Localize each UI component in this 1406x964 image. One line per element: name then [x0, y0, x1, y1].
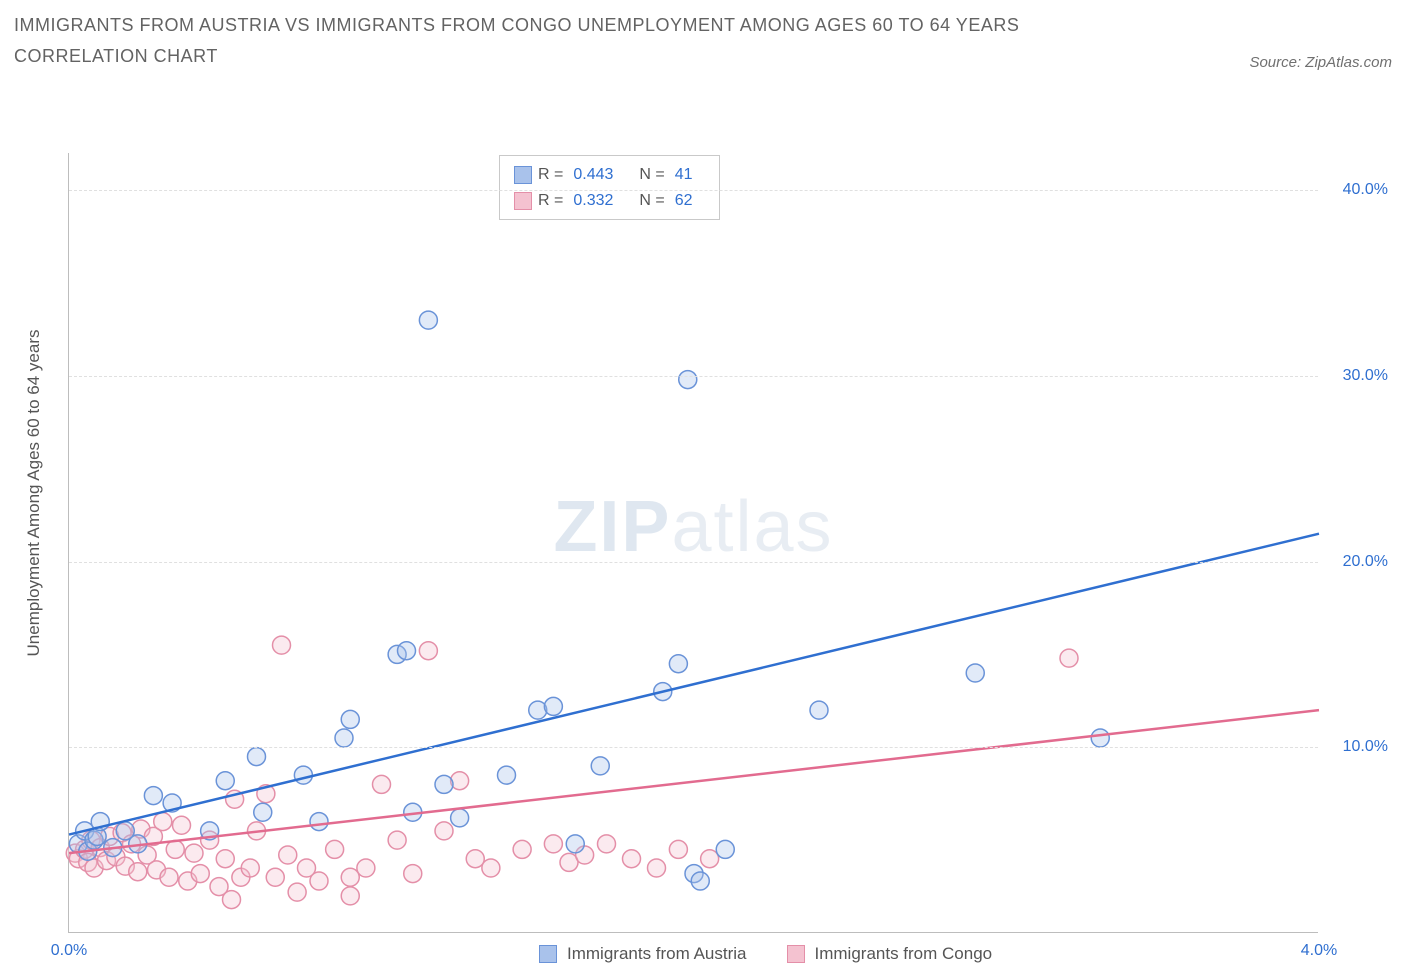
scatter-point-austria	[544, 698, 562, 716]
scatter-point-austria	[398, 642, 416, 660]
scatter-point-congo	[388, 831, 406, 849]
scatter-point-austria	[419, 311, 437, 329]
scatter-point-congo	[701, 850, 719, 868]
scatter-point-congo	[373, 776, 391, 794]
scatter-point-congo	[223, 891, 241, 909]
trend-line-austria	[69, 534, 1319, 835]
r-label: R =	[538, 162, 563, 188]
n-label: N =	[639, 162, 664, 188]
series-legend-item-congo: Immigrants from Congo	[787, 944, 993, 964]
y-tick-label: 20.0%	[1328, 553, 1388, 571]
scatter-point-congo	[241, 859, 259, 877]
y-tick-label: 40.0%	[1328, 181, 1388, 199]
scatter-point-austria	[566, 835, 584, 853]
scatter-point-congo	[669, 841, 687, 859]
n-label: N =	[639, 188, 664, 214]
scatter-point-congo	[341, 868, 359, 886]
scatter-point-congo	[466, 850, 484, 868]
stats-legend-row-congo: R = 0.332 N = 62	[514, 188, 705, 214]
scatter-point-congo	[648, 859, 666, 877]
scatter-point-austria	[966, 664, 984, 682]
scatter-point-austria	[310, 813, 328, 831]
r-label: R =	[538, 188, 563, 214]
n-value: 62	[675, 188, 705, 214]
r-value: 0.332	[573, 188, 623, 214]
y-axis-label: Unemployment Among Ages 60 to 64 years	[24, 330, 44, 657]
scatter-point-austria	[144, 787, 162, 805]
scatter-point-austria	[254, 803, 272, 821]
scatter-point-austria	[294, 766, 312, 784]
scatter-point-congo	[482, 859, 500, 877]
series-legend: Immigrants from Austria Immigrants from C…	[539, 944, 992, 964]
scatter-point-congo	[341, 887, 359, 905]
scatter-point-austria	[691, 872, 709, 890]
scatter-point-congo	[166, 841, 184, 859]
trend-line-congo	[69, 710, 1319, 853]
scatter-point-congo	[185, 844, 203, 862]
scatter-point-congo	[160, 868, 178, 886]
scatter-point-austria	[669, 655, 687, 673]
scatter-point-congo	[279, 846, 297, 864]
scatter-point-congo	[419, 642, 437, 660]
scatter-point-austria	[591, 757, 609, 775]
scatter-point-congo	[191, 865, 209, 883]
scatter-point-austria	[248, 748, 266, 766]
scatter-point-congo	[129, 863, 147, 881]
scatter-point-congo	[623, 850, 641, 868]
header: IMMIGRANTS FROM AUSTRIA VS IMMIGRANTS FR…	[14, 10, 1392, 71]
y-tick-label: 30.0%	[1328, 367, 1388, 385]
scatter-point-austria	[1091, 729, 1109, 747]
n-value: 41	[675, 162, 705, 188]
scatter-point-austria	[335, 729, 353, 747]
scatter-point-congo	[544, 835, 562, 853]
scatter-point-austria	[341, 711, 359, 729]
scatter-point-congo	[513, 841, 531, 859]
scatter-point-congo	[273, 636, 291, 654]
scatter-point-congo	[266, 868, 284, 886]
chart-area: Unemployment Among Ages 60 to 64 years Z…	[14, 73, 1392, 913]
legend-swatch-congo	[787, 945, 805, 963]
scatter-point-congo	[598, 835, 616, 853]
stats-legend-row-austria: R = 0.443 N = 41	[514, 162, 705, 188]
scatter-svg	[69, 153, 1319, 933]
stats-legend: R = 0.443 N = 41 R = 0.332 N = 62	[499, 155, 720, 220]
scatter-point-congo	[1060, 649, 1078, 667]
gridline	[69, 562, 1318, 563]
scatter-point-austria	[498, 766, 516, 784]
gridline	[69, 190, 1318, 191]
series-label: Immigrants from Austria	[567, 944, 747, 964]
scatter-point-congo	[404, 865, 422, 883]
scatter-point-congo	[216, 850, 234, 868]
scatter-point-austria	[679, 371, 697, 389]
scatter-point-austria	[216, 772, 234, 790]
y-tick-label: 10.0%	[1328, 738, 1388, 756]
x-tick-label: 4.0%	[1301, 942, 1337, 960]
scatter-point-austria	[716, 841, 734, 859]
source-attribution: Source: ZipAtlas.com	[1249, 54, 1392, 71]
legend-swatch-austria	[539, 945, 557, 963]
scatter-point-austria	[435, 776, 453, 794]
scatter-point-congo	[357, 859, 375, 877]
r-value: 0.443	[573, 162, 623, 188]
scatter-point-congo	[173, 816, 191, 834]
scatter-point-congo	[435, 822, 453, 840]
scatter-point-congo	[310, 872, 328, 890]
chart-title: IMMIGRANTS FROM AUSTRIA VS IMMIGRANTS FR…	[14, 10, 1114, 71]
series-legend-item-austria: Immigrants from Austria	[539, 944, 747, 964]
legend-swatch-congo	[514, 192, 532, 210]
scatter-point-congo	[154, 813, 172, 831]
scatter-point-austria	[810, 701, 828, 719]
gridline	[69, 376, 1318, 377]
gridline	[69, 747, 1318, 748]
x-tick-label: 0.0%	[51, 942, 87, 960]
plot-area: ZIPatlas R =0.443N =41R =0.332N =62 Immi…	[68, 153, 1318, 933]
legend-swatch-austria	[514, 166, 532, 184]
scatter-point-congo	[288, 883, 306, 901]
series-label: Immigrants from Congo	[815, 944, 993, 964]
scatter-point-austria	[451, 809, 469, 827]
scatter-point-congo	[326, 841, 344, 859]
